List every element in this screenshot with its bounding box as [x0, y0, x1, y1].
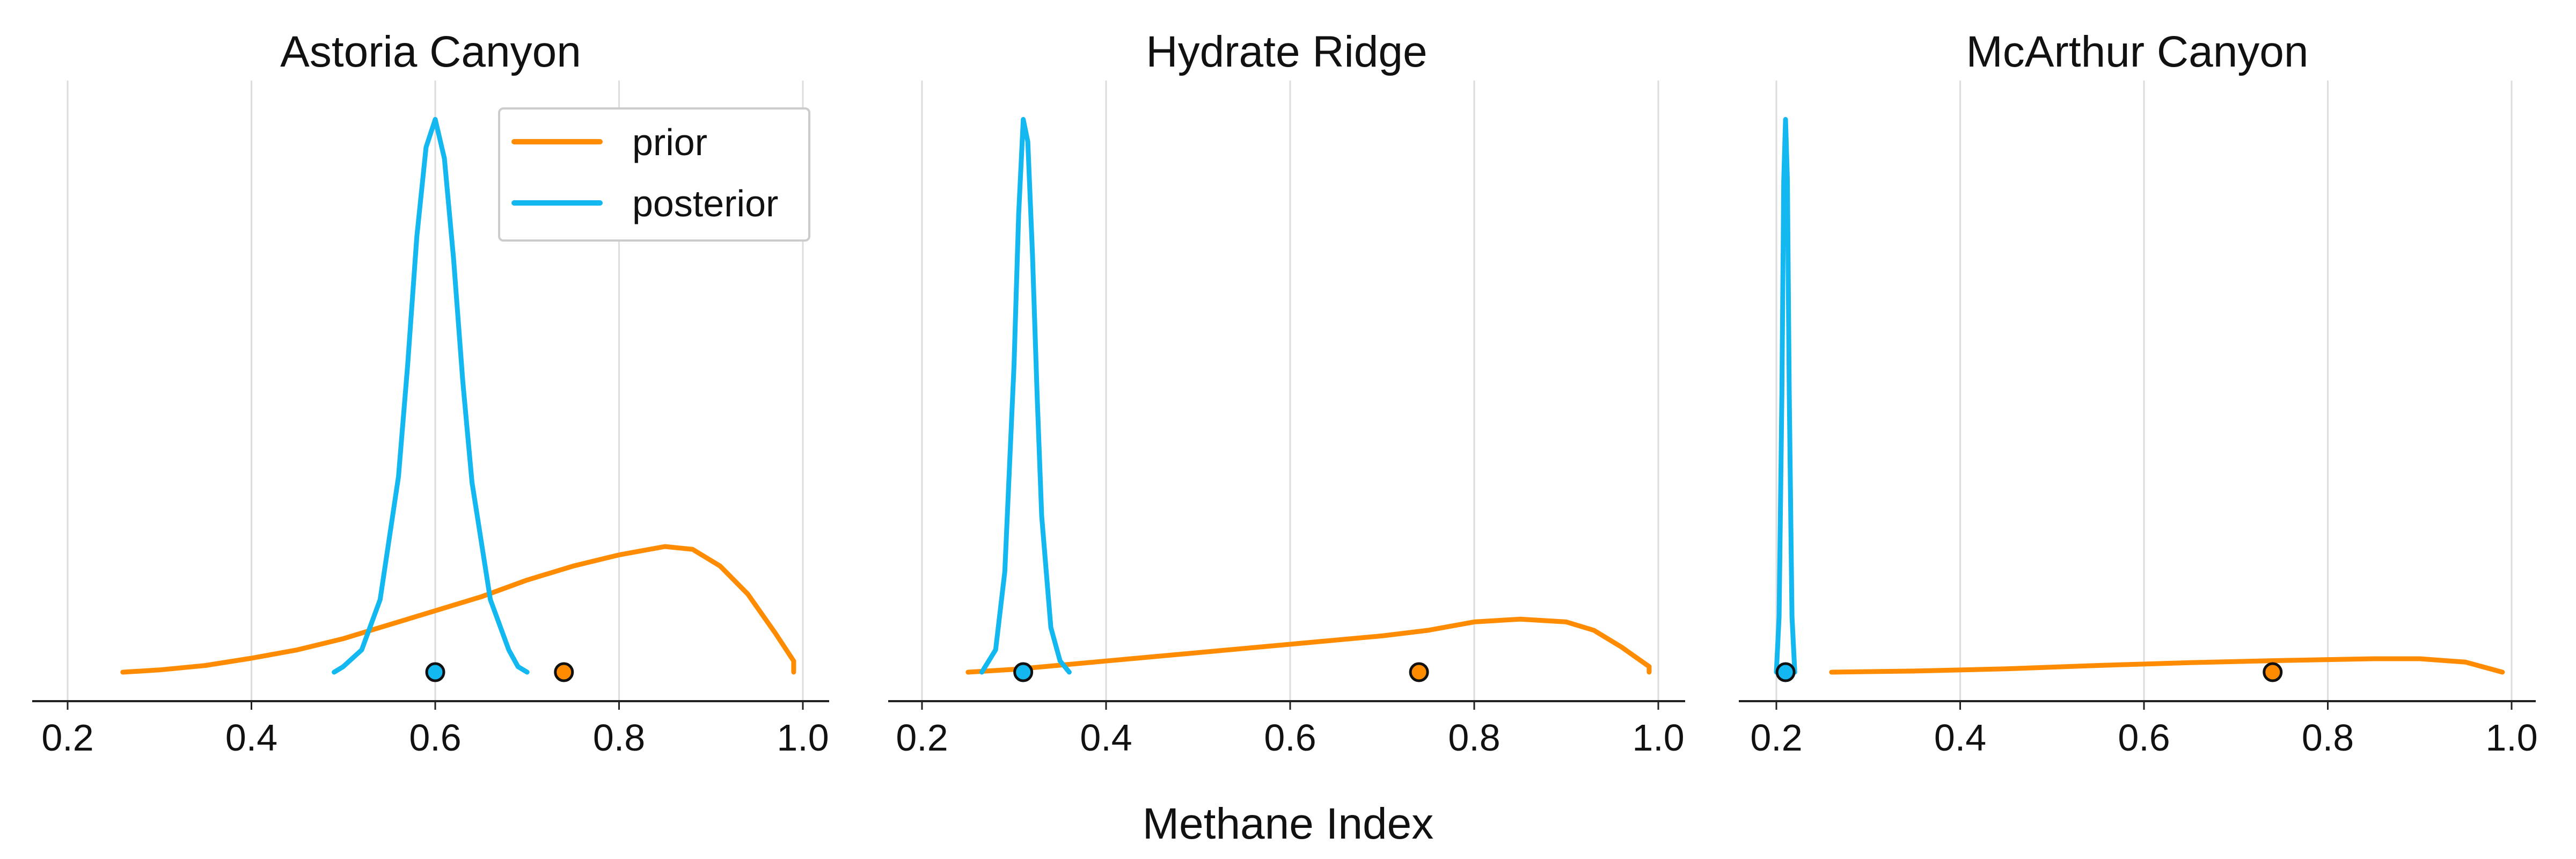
prior-density-line — [965, 616, 1652, 675]
x-tick-label: 0.6 — [1264, 717, 1316, 759]
prior-point-marker — [554, 662, 574, 682]
prior-density-line — [1829, 656, 2505, 675]
posterior-density-line — [332, 117, 530, 675]
prior-point-marker — [2263, 662, 2283, 682]
x-tick-label: 0.8 — [1448, 717, 1500, 759]
panel-title: McArthur Canyon — [1966, 27, 2308, 76]
x-tick-label: 0.4 — [1080, 717, 1132, 759]
posterior-point-marker — [425, 662, 445, 682]
legend: prior posterior — [498, 107, 810, 242]
panel-mcarthur-canyon: McArthur Canyon 0.2 0.4 0.6 0.8 1.0 — [1739, 27, 2538, 759]
panel-astoria-canyon: Astoria Canyon 0.2 0.4 0.6 0.8 1.0 — [32, 27, 829, 759]
panel-hydrate-ridge: Hydrate Ridge 0.2 0.4 0.6 0.8 1.0 — [888, 27, 1685, 759]
x-axis-label: Methane Index — [1143, 799, 1434, 848]
posterior-density-line — [979, 117, 1072, 675]
x-tick-label: 0.8 — [593, 717, 645, 759]
x-tick-label: 0.8 — [2302, 717, 2354, 759]
x-tick-label: 1.0 — [777, 717, 829, 759]
panel-title: Astoria Canyon — [280, 27, 581, 76]
x-tick-label: 0.2 — [41, 717, 93, 759]
x-tick-label: 0.4 — [1934, 717, 1986, 759]
prior-point-marker — [1409, 662, 1429, 682]
legend-label-prior: prior — [632, 121, 707, 163]
x-tick-label: 0.2 — [896, 717, 948, 759]
x-tick-label: 1.0 — [2485, 717, 2537, 759]
panel-title: Hydrate Ridge — [1146, 27, 1427, 76]
prior-density-line — [120, 544, 796, 675]
x-tick-label: 0.2 — [1750, 717, 1802, 759]
x-tick-label: 0.6 — [2118, 717, 2170, 759]
posterior-point-marker — [1013, 662, 1034, 682]
legend-label-posterior: posterior — [632, 183, 778, 224]
posterior-point-marker — [1775, 662, 1796, 682]
posterior-density-line — [1774, 117, 1797, 675]
x-tick-label: 1.0 — [1632, 717, 1684, 759]
x-tick-label: 0.4 — [225, 717, 277, 759]
x-tick-label: 0.6 — [409, 717, 461, 759]
